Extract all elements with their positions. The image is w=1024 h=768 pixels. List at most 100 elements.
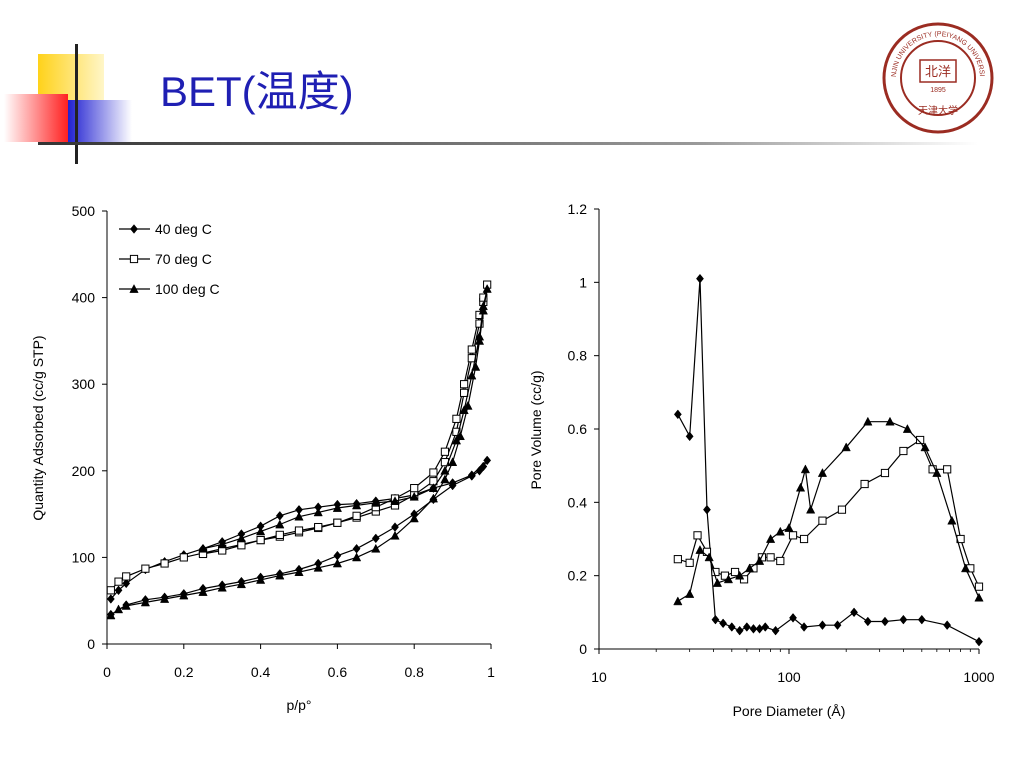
pore-data-point <box>806 504 816 514</box>
isotherm-data-point <box>113 604 124 614</box>
isotherm-data-point <box>440 465 450 475</box>
isotherm-data-point <box>448 480 457 491</box>
pore-x-tick-label: 100 <box>777 669 801 685</box>
pore-data-point <box>771 625 780 636</box>
isotherm-x-tick-label: 0.2 <box>174 664 194 680</box>
pore-data-point <box>920 442 930 452</box>
isotherm-data-point <box>141 564 150 573</box>
isotherm-data-point <box>256 535 265 545</box>
isotherm-data-point <box>255 574 266 584</box>
isotherm-data-point <box>217 582 227 592</box>
header-decoration <box>4 44 978 164</box>
isotherm-data-point <box>467 370 477 380</box>
pore-data-point <box>735 570 745 580</box>
isotherm-data-point <box>159 594 170 603</box>
pore-y-tick-label: 0.6 <box>568 421 588 437</box>
pore-x-label: Pore Diameter (Å) <box>733 703 846 719</box>
isotherm-data-point <box>409 491 419 501</box>
pore-data-point <box>899 614 908 625</box>
isotherm-data-point <box>236 579 247 589</box>
pore-data-point <box>932 468 942 477</box>
isotherm-data-point <box>333 518 342 527</box>
isotherm-data-point <box>236 533 247 543</box>
isotherm-data-point <box>440 447 450 456</box>
isotherm-data-point <box>455 431 465 441</box>
pore-data-point <box>695 545 705 554</box>
isotherm-data-point <box>460 388 469 397</box>
isotherm-data-point <box>428 483 439 492</box>
pore-data-point <box>833 620 842 630</box>
legend-label: 70 deg C <box>155 251 212 267</box>
pore-data-point <box>817 468 828 477</box>
isotherm-y-tick-label: 100 <box>72 549 96 565</box>
pore-series-line <box>677 439 980 587</box>
isotherm-data-point <box>447 457 458 466</box>
pore-data-point <box>841 442 851 452</box>
pore-data-point <box>719 618 728 629</box>
pore-data-point <box>693 531 702 540</box>
pore-data-point <box>818 620 827 630</box>
isotherm-data-point <box>160 559 169 568</box>
isotherm-x-tick-label: 0.4 <box>251 664 271 680</box>
isotherm-data-point <box>275 570 285 580</box>
isotherm-data-point <box>371 533 380 544</box>
legend-label: 100 deg C <box>155 281 220 297</box>
isotherm-series-line <box>110 284 488 591</box>
pore-data-point <box>850 607 858 618</box>
pore-series-line <box>677 278 980 643</box>
pore-data-point <box>863 616 872 627</box>
isotherm-data-point <box>198 543 208 553</box>
isotherm-data-point <box>294 567 304 576</box>
deco-vertical-line <box>75 44 78 164</box>
isotherm-data-point <box>106 586 115 595</box>
pore-data-point <box>818 516 827 525</box>
isotherm-x-tick-label: 0.8 <box>404 664 424 680</box>
pore-data-point <box>902 424 913 433</box>
isotherm-x-label: p/p° <box>286 697 311 713</box>
pore-data-point <box>685 558 694 567</box>
pore-data-point <box>703 504 711 515</box>
pore-y-tick-label: 0 <box>579 641 587 657</box>
pore-data-point <box>735 625 744 636</box>
pore-data-point <box>673 409 682 420</box>
pore-distribution-chart: 0 0.2 0.4 0.6 0.8 1 1.2 10 100 1000 Pore Diamete… <box>528 201 995 719</box>
pore-data-point <box>974 592 984 602</box>
pore-data-point <box>784 523 794 532</box>
isotherm-data-point <box>475 466 484 476</box>
isotherm-data-point <box>294 526 304 535</box>
svg-text:天津大学: 天津大学 <box>918 104 958 117</box>
isotherm-data-point <box>474 331 485 341</box>
pore-data-point <box>744 563 755 573</box>
pore-data-point <box>685 589 695 598</box>
pore-x-tick-label: 1000 <box>963 669 994 685</box>
isotherm-series-line <box>110 288 488 616</box>
pore-data-point <box>742 622 751 632</box>
isotherm-data-point <box>459 405 469 415</box>
isotherm-data-point <box>429 468 438 477</box>
isotherm-data-point <box>479 293 488 302</box>
pore-data-point <box>761 622 770 632</box>
pore-y-tick-label: 0.8 <box>568 348 588 364</box>
isotherm-data-point <box>313 507 323 517</box>
isotherm-data-point <box>371 543 381 553</box>
pore-y-label: Pore Volume (cc/g) <box>528 370 544 489</box>
isotherm-data-point <box>217 539 227 549</box>
isotherm-data-point <box>390 530 400 540</box>
pore-data-point <box>880 468 890 478</box>
isotherm-data-point <box>121 600 131 610</box>
isotherm-data-point <box>352 511 361 520</box>
isotherm-data-point <box>179 590 189 600</box>
isotherm-x-tick-label: 1 <box>487 664 495 680</box>
pore-data-point <box>943 620 952 630</box>
legend-marker <box>130 224 138 234</box>
isotherm-x-tick-label: 0 <box>103 664 111 680</box>
pore-data-point <box>712 578 723 587</box>
isotherm-data-point <box>409 513 419 523</box>
pore-data-point <box>947 515 957 525</box>
isotherm-data-point <box>390 496 400 505</box>
pore-y-tick-label: 1 <box>579 274 587 290</box>
pore-data-point <box>800 622 808 632</box>
pore-data-point <box>917 614 926 625</box>
isotherm-data-point <box>106 610 116 620</box>
isotherm-data-point <box>275 511 284 521</box>
